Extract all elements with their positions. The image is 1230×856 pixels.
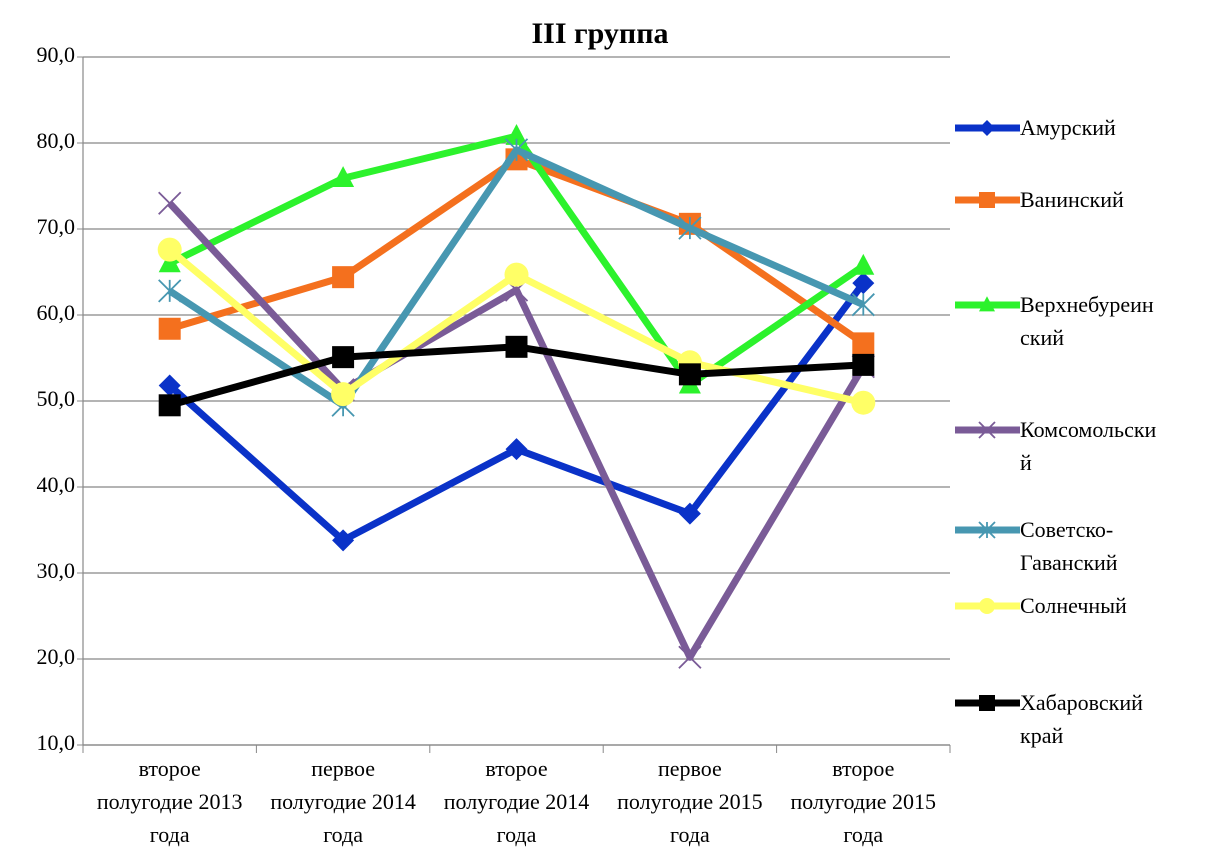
marker: [504, 262, 529, 287]
series-line: [167, 281, 867, 544]
marker: [157, 237, 182, 262]
legend-item: [955, 598, 1020, 614]
marker: [504, 138, 529, 162]
x-tick-label: первое полугодие 2014 года: [270, 756, 416, 847]
x-tick-label: второе полугодие 2015 года: [790, 756, 937, 847]
legend-item: [955, 421, 1020, 439]
marker: [678, 216, 702, 240]
marker: [332, 166, 355, 188]
y-tick-label: 90,0: [37, 42, 76, 67]
y-tick-label: 10,0: [37, 730, 76, 755]
legend-label: Ванинский: [1020, 187, 1124, 212]
marker: [331, 382, 356, 407]
marker: [158, 279, 182, 303]
marker: [851, 293, 875, 317]
marker: [852, 353, 875, 376]
marker: [158, 251, 181, 273]
marker: [332, 346, 355, 369]
marker: [979, 598, 995, 614]
legend-item: [955, 521, 1020, 539]
marker: [332, 266, 355, 289]
marker: [678, 363, 701, 386]
marker: [505, 335, 528, 358]
marker: [852, 332, 875, 355]
legend-item: [955, 120, 1020, 136]
marker: [979, 192, 995, 208]
marker: [851, 390, 876, 415]
marker: [158, 394, 181, 417]
x-tick-label: второе полугодие 2014 года: [443, 756, 590, 847]
x-tick-label: второе полугодие 2013 года: [96, 756, 243, 847]
marker: [979, 296, 995, 312]
marker: [158, 317, 181, 340]
legend-label: Амурский: [1020, 115, 1116, 140]
marker: [505, 124, 528, 145]
legend-label: Верхнебуреинский: [1020, 292, 1154, 350]
series: [158, 335, 875, 417]
marker: [332, 529, 355, 552]
marker: [678, 645, 702, 669]
legend-label: Комсомольский: [1020, 417, 1157, 475]
y-tick-label: 60,0: [37, 300, 76, 325]
legend-item: [955, 695, 1020, 711]
y-tick-label: 40,0: [37, 472, 76, 497]
series: [158, 272, 875, 552]
y-tick-label: 80,0: [37, 128, 76, 153]
marker: [979, 695, 995, 711]
y-tick-label: 50,0: [37, 386, 76, 411]
legend-label: Солнечный: [1020, 593, 1127, 618]
marker: [978, 521, 996, 539]
legend-label: Советско-Гаванский: [1020, 517, 1118, 575]
series: [158, 148, 875, 355]
y-tick-label: 20,0: [37, 644, 76, 669]
y-tick-label: 70,0: [37, 214, 76, 239]
chart-title: III группа: [531, 17, 668, 50]
marker: [158, 374, 181, 397]
marker: [852, 272, 875, 295]
legend-item: [955, 296, 1020, 312]
marker: [505, 438, 528, 461]
marker: [978, 421, 996, 439]
marker: [678, 502, 701, 525]
marker: [158, 191, 182, 215]
marker: [979, 120, 995, 136]
marker: [852, 253, 875, 275]
legend-item: [955, 192, 1020, 208]
y-tick-label: 30,0: [37, 558, 76, 583]
x-tick-label: первое полугодие 2015 года: [617, 756, 763, 847]
legend-label: Хабаровский край: [1020, 690, 1143, 748]
